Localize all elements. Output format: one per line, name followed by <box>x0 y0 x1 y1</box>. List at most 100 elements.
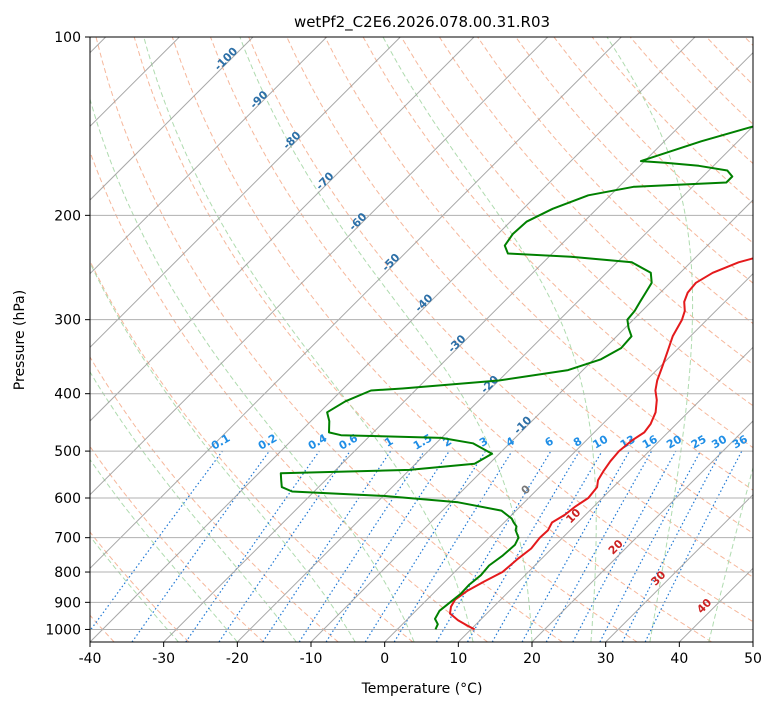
y-tick-label: 300 <box>54 313 81 329</box>
isotherm <box>310 199 753 642</box>
isotherm <box>236 125 753 642</box>
mixing-ratio-label: 25 <box>689 433 709 452</box>
mixing-ratio-label: 10 <box>591 432 611 451</box>
y-tick-label: 700 <box>54 531 81 547</box>
x-axis-label: Temperature (°C) <box>361 681 483 697</box>
dry-adiabat-label: -60 <box>346 210 369 233</box>
moist-adiabat <box>90 458 238 642</box>
moist-adiabat <box>606 37 694 642</box>
reference-line-labels: 0.1 0.2 0.4 0.6 1 1.5 2 3 4 6 8 10 13 16 20 25 30 36-100-… <box>209 44 750 616</box>
mixing-ratio-line <box>325 450 450 642</box>
moist-adiabat <box>239 37 533 642</box>
isotherm-label: 40 <box>694 596 714 616</box>
dry-adiabat <box>90 531 190 642</box>
dry-adiabat <box>515 37 753 284</box>
dry-adiabat-label: -50 <box>379 251 402 274</box>
mixing-ratio-line <box>466 450 580 642</box>
mixing-ratio-line <box>218 450 351 642</box>
y-tick-label: 400 <box>54 387 81 403</box>
isotherm <box>531 420 753 642</box>
mixing-ratio-line <box>545 450 653 642</box>
dry-adiabat-label: -40 <box>412 291 435 314</box>
dry-adiabat-label: -100 <box>212 44 241 73</box>
mixing-ratio-line <box>572 450 677 642</box>
isotherm <box>384 272 753 642</box>
isotherm <box>90 37 622 570</box>
plot-frame <box>89 36 754 643</box>
mixing-ratio-label: 0.4 <box>306 431 330 452</box>
mixing-ratio-label: 30 <box>709 432 729 451</box>
dry-adiabat <box>171 37 712 642</box>
x-tick-label: -30 <box>152 651 175 667</box>
dry-adiabat <box>324 37 753 491</box>
mixing-ratio-line <box>644 450 743 642</box>
isotherm <box>457 346 753 642</box>
x-tick-label: 40 <box>670 651 688 667</box>
dry-adiabat <box>668 37 753 125</box>
background-lines <box>90 37 753 642</box>
x-tick-label: 20 <box>523 651 541 667</box>
isotherm <box>163 51 753 642</box>
isotherm <box>90 37 254 201</box>
y-tick-label: 100 <box>54 30 81 46</box>
dry-adiabat <box>248 37 753 578</box>
isotherm <box>605 493 753 642</box>
profiles <box>279 125 753 631</box>
y-axis-label: Pressure (hPa) <box>12 290 28 390</box>
dewpoint-profile <box>279 125 753 630</box>
moist-adiabat <box>382 37 597 642</box>
mixing-ratio-label: 1.5 <box>411 432 434 453</box>
mixing-ratio-line <box>521 450 631 642</box>
isotherm <box>678 567 753 642</box>
mixing-ratio-label: 36 <box>730 432 750 451</box>
dry-adiabat <box>400 37 753 407</box>
isotherm <box>90 37 549 496</box>
y-tick-label: 500 <box>54 444 81 460</box>
dry-adiabat <box>133 37 638 642</box>
moist-adiabat <box>143 37 474 642</box>
isotherm <box>90 37 475 422</box>
dry-adiabat <box>90 259 414 642</box>
isotherm-label: 20 <box>606 537 626 557</box>
dry-adiabat <box>210 37 753 623</box>
dry-adiabat <box>90 445 264 642</box>
dry-adiabat-label: -10 <box>511 413 534 436</box>
grid-lines <box>90 37 753 630</box>
mixing-ratio-label: 16 <box>640 432 660 451</box>
x-tick-label: -40 <box>79 651 102 667</box>
dry-adiabat <box>553 37 753 244</box>
dry-adiabat-label: -90 <box>247 88 270 111</box>
mixing-ratio-label: 6 <box>543 434 556 449</box>
dry-adiabat-label: -20 <box>478 373 501 396</box>
y-axis-ticks: 100 200 300 400 500 600 700 800 900 1000 <box>45 30 90 638</box>
y-tick-label: 800 <box>54 565 81 581</box>
dry-adiabat-label: -80 <box>280 129 303 152</box>
dry-adiabat <box>706 37 753 86</box>
x-tick-label: -10 <box>300 651 323 667</box>
x-tick-label: 50 <box>744 651 762 667</box>
mixing-ratio-line <box>298 450 425 642</box>
mixing-ratio-line <box>131 450 270 642</box>
dry-adiabat <box>95 37 563 642</box>
y-tick-label: 600 <box>54 491 81 507</box>
y-tick-label: 200 <box>54 208 81 224</box>
mixing-ratio-line <box>393 450 513 642</box>
mixing-ratio-label: 0.1 <box>209 432 232 453</box>
dry-adiabat <box>90 150 488 642</box>
mixing-ratio-line <box>185 450 320 642</box>
chart-title: wetPf2_C2E6.2026.078.00.31.R03 <box>294 13 550 32</box>
isotherm <box>752 641 753 642</box>
dry-adiabat-label: -70 <box>313 169 336 192</box>
isotherm <box>90 37 696 642</box>
x-axis-ticks: -40 -30 -20 -10 0 10 20 30 40 50 <box>79 642 762 667</box>
isotherm <box>90 37 401 349</box>
y-tick-label: 1000 <box>45 622 81 638</box>
isotherm <box>90 37 328 275</box>
x-tick-label: 0 <box>380 651 389 667</box>
dry-adiabat <box>90 356 339 642</box>
mixing-ratio-label: 8 <box>571 435 584 450</box>
isotherm-label: 30 <box>648 568 668 588</box>
moist-adiabat <box>90 261 356 642</box>
y-tick-label: 900 <box>54 595 81 611</box>
